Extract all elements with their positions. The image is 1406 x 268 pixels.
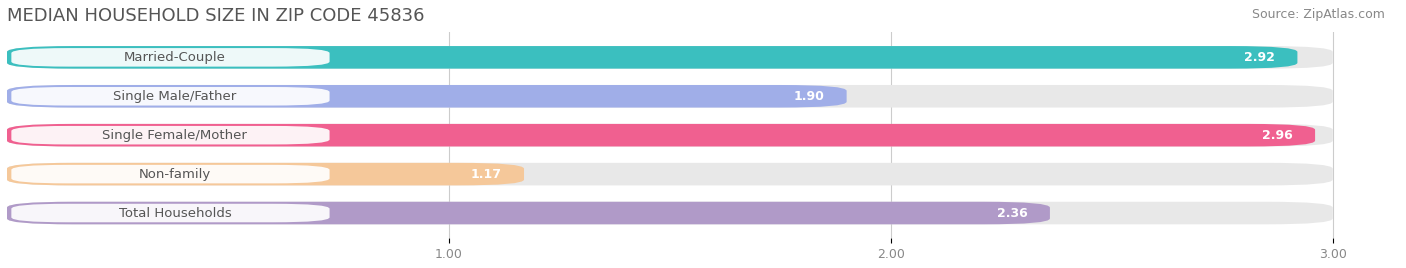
- FancyBboxPatch shape: [7, 85, 846, 107]
- FancyBboxPatch shape: [7, 85, 1333, 107]
- FancyBboxPatch shape: [11, 204, 329, 222]
- Text: Married-Couple: Married-Couple: [124, 51, 226, 64]
- Text: Single Male/Father: Single Male/Father: [114, 90, 236, 103]
- Text: 1.90: 1.90: [793, 90, 824, 103]
- Text: Source: ZipAtlas.com: Source: ZipAtlas.com: [1251, 8, 1385, 21]
- FancyBboxPatch shape: [11, 48, 329, 67]
- FancyBboxPatch shape: [7, 124, 1315, 147]
- FancyBboxPatch shape: [11, 126, 329, 144]
- FancyBboxPatch shape: [7, 202, 1050, 224]
- FancyBboxPatch shape: [11, 165, 329, 183]
- Text: Non-family: Non-family: [139, 168, 211, 181]
- FancyBboxPatch shape: [7, 163, 524, 185]
- Text: 1.17: 1.17: [471, 168, 502, 181]
- FancyBboxPatch shape: [7, 46, 1298, 69]
- FancyBboxPatch shape: [7, 202, 1333, 224]
- Text: Total Households: Total Households: [118, 207, 231, 219]
- Text: 2.36: 2.36: [997, 207, 1028, 219]
- Text: 2.92: 2.92: [1244, 51, 1275, 64]
- FancyBboxPatch shape: [7, 46, 1333, 69]
- Text: 2.96: 2.96: [1263, 129, 1294, 142]
- FancyBboxPatch shape: [7, 163, 1333, 185]
- FancyBboxPatch shape: [7, 124, 1333, 147]
- Text: Single Female/Mother: Single Female/Mother: [103, 129, 247, 142]
- Text: MEDIAN HOUSEHOLD SIZE IN ZIP CODE 45836: MEDIAN HOUSEHOLD SIZE IN ZIP CODE 45836: [7, 7, 425, 25]
- FancyBboxPatch shape: [11, 87, 329, 106]
